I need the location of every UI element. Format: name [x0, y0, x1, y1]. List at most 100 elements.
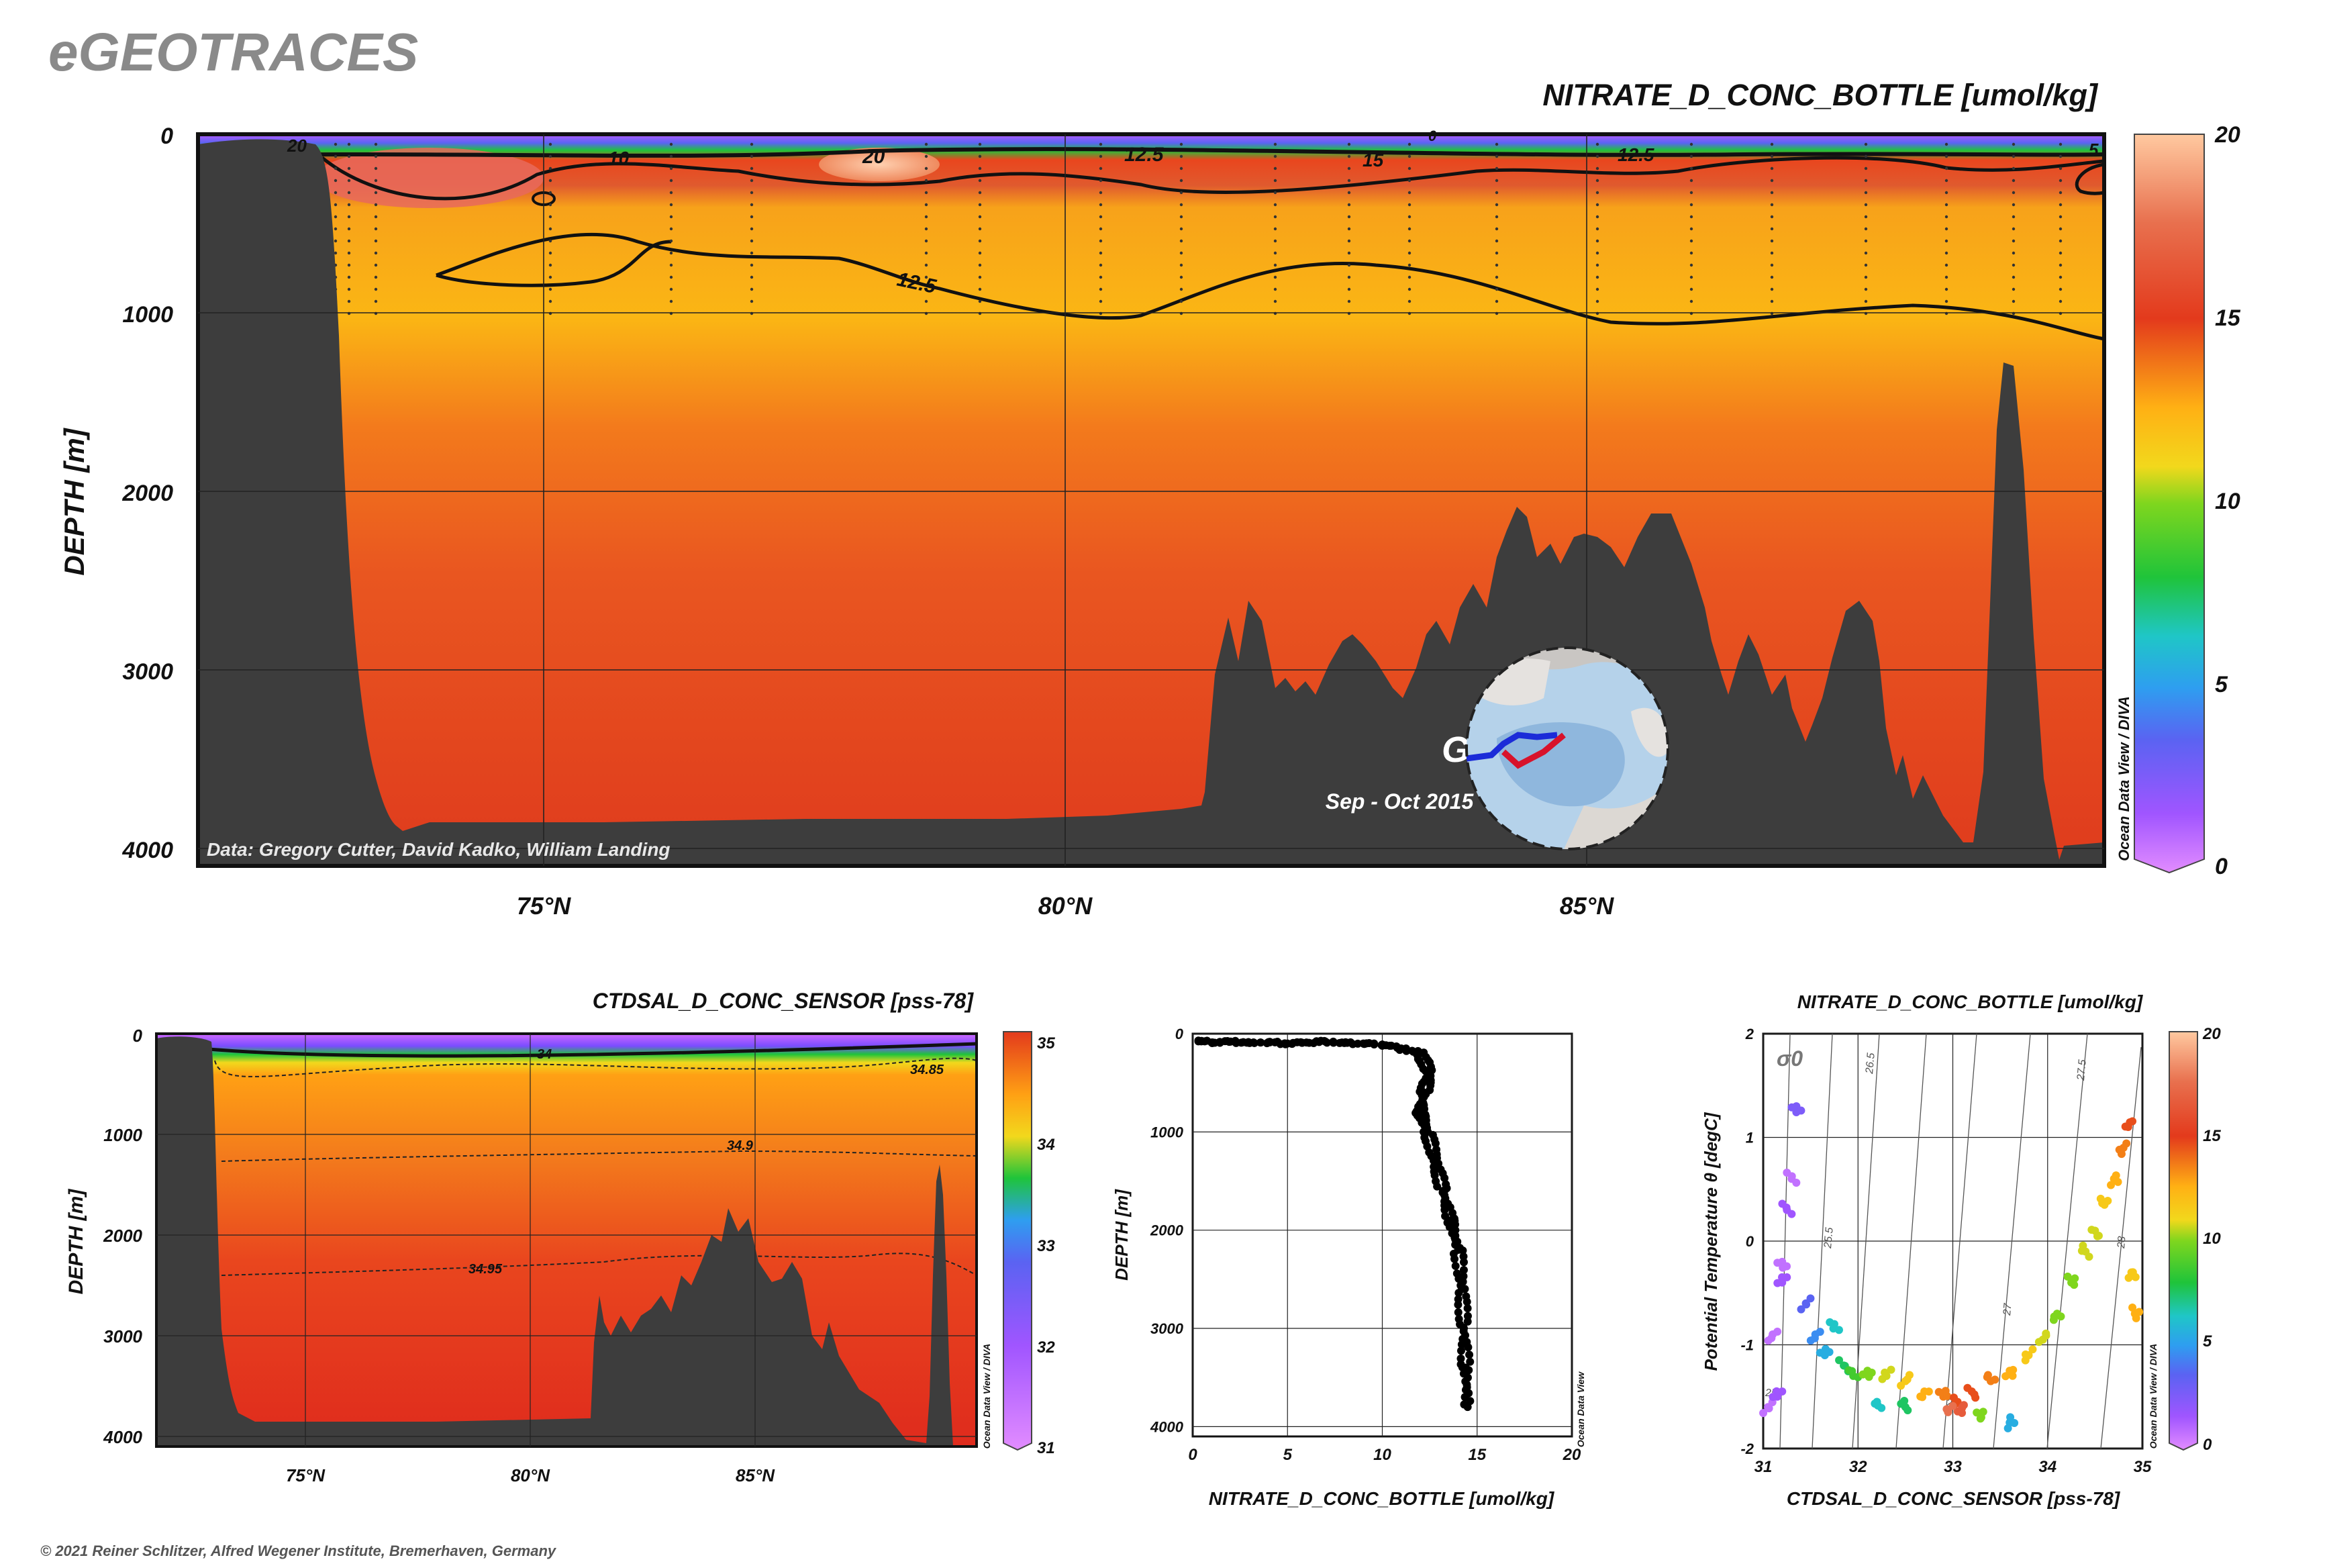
- station-dot: [2059, 191, 2063, 195]
- chart3-point: [1459, 1258, 1468, 1267]
- chart4-point: [2128, 1117, 2137, 1126]
- station-dot: [334, 239, 338, 243]
- chart4-point: [2107, 1181, 2116, 1189]
- station-dot: [1944, 239, 1948, 243]
- chart2-contour-34: [201, 1042, 977, 1058]
- station-dot: [978, 299, 982, 303]
- station-dot: [1864, 287, 1868, 291]
- station-dot: [1864, 154, 1868, 158]
- station-dot: [1944, 215, 1948, 219]
- station-dot: [978, 142, 982, 146]
- station-dot: [1944, 227, 1948, 231]
- station-dot: [334, 154, 338, 158]
- chart3-xtick: 15: [1468, 1446, 1486, 1464]
- chart4-point: [1991, 1375, 1999, 1384]
- chart3-xtick: 5: [1283, 1446, 1293, 1464]
- chart3-point: [1457, 1340, 1466, 1349]
- chart3-xtick: 0: [1188, 1446, 1197, 1464]
- chart2-bathymetry: [156, 1036, 953, 1447]
- station-dot: [2059, 239, 2063, 243]
- station-dot: [1495, 251, 1499, 255]
- station-dot: [334, 215, 338, 219]
- station-dot: [924, 154, 928, 158]
- station-dot: [2012, 263, 2016, 267]
- station-dot: [1770, 287, 1774, 291]
- chart3-point: [1465, 1351, 1474, 1359]
- station-dot: [2012, 154, 2016, 158]
- chart1-contour-label-12.5a: 12.5: [1124, 144, 1165, 166]
- chart4-point: [1765, 1404, 1773, 1413]
- station-dot: [374, 203, 378, 207]
- station-dot: [1770, 166, 1774, 170]
- chart4-point: [1810, 1334, 1819, 1342]
- chart4-point: [1859, 1370, 1867, 1379]
- chart3-point: [1359, 1039, 1368, 1048]
- station-dot: [1179, 166, 1183, 170]
- chart3-point: [1446, 1216, 1455, 1225]
- chart3-point: [1378, 1040, 1387, 1049]
- station-dot: [1770, 142, 1774, 146]
- station-dot: [2012, 227, 2016, 231]
- station-dot: [334, 166, 338, 170]
- station-dot: [2012, 203, 2016, 207]
- chart4-iso-27: 27: [2001, 1302, 2014, 1316]
- station-dot: [548, 299, 552, 303]
- chart4-point: [2114, 1177, 2122, 1186]
- station-dot: [1495, 227, 1499, 231]
- station-dot: [2012, 215, 2016, 219]
- station-dot: [669, 287, 673, 291]
- chart4-point: [2063, 1272, 2072, 1281]
- chart4-point: [1772, 1387, 1781, 1395]
- station-dot: [2012, 251, 2016, 255]
- chart3-point: [1370, 1040, 1379, 1048]
- station-dot: [1770, 215, 1774, 219]
- station-dot: [548, 166, 552, 170]
- chart3-point: [1459, 1324, 1468, 1333]
- station-dot: [1273, 263, 1277, 267]
- station-dot: [334, 251, 338, 255]
- station-dot: [1944, 275, 1948, 279]
- station-dot: [750, 179, 754, 183]
- station-dot: [1495, 166, 1499, 170]
- station-dot: [1347, 227, 1351, 231]
- chart2-ytick-1000: 1000: [103, 1125, 142, 1145]
- station-dot: [1770, 191, 1774, 195]
- station-dot: [1495, 203, 1499, 207]
- chart1-cbar-tick-0: 0: [2215, 854, 2228, 879]
- station-dot: [2059, 166, 2063, 170]
- chart4-point: [2115, 1145, 2124, 1154]
- station-dot: [1595, 191, 1599, 195]
- chart4-yticks: -2 -1 0 1 2: [1740, 1026, 1754, 1457]
- station-dot: [1689, 251, 1693, 255]
- chart3-point: [1426, 1069, 1434, 1077]
- chart2-contour-34.9: [221, 1150, 977, 1162]
- chart2-ytick-4000: 4000: [103, 1427, 142, 1447]
- chart1-ylabel: DEPTH [m]: [58, 427, 90, 575]
- station-dot: [978, 239, 982, 243]
- station-dot: [750, 166, 754, 170]
- station-dot: [1770, 275, 1774, 279]
- station-dot: [1179, 154, 1183, 158]
- chart4-point: [1881, 1368, 1889, 1377]
- station-dot: [2012, 166, 2016, 170]
- chart1-frame: [196, 132, 2106, 868]
- station-dot: [750, 239, 754, 243]
- chart2-contour-label-34.9: 34.9: [727, 1138, 754, 1153]
- station-dot: [1099, 166, 1103, 170]
- station-dot: [1689, 227, 1693, 231]
- station-dot: [924, 227, 928, 231]
- station-dot: [1407, 287, 1412, 291]
- station-dot: [1689, 191, 1693, 195]
- station-dot: [669, 154, 673, 158]
- station-dot: [1347, 251, 1351, 255]
- chart4-point: [1924, 1387, 1933, 1396]
- chart4-point: [1903, 1406, 1912, 1415]
- station-dot: [548, 227, 552, 231]
- chart3-grid: [1192, 1033, 1573, 1436]
- station-dot: [374, 275, 378, 279]
- station-dot: [1689, 154, 1693, 158]
- chart1-xtick-85: 85°N: [1560, 892, 1614, 920]
- chart4-point: [2049, 1316, 2058, 1324]
- chart4-point: [2001, 1372, 2010, 1381]
- chart1-contour-label-15: 15: [1363, 150, 1384, 170]
